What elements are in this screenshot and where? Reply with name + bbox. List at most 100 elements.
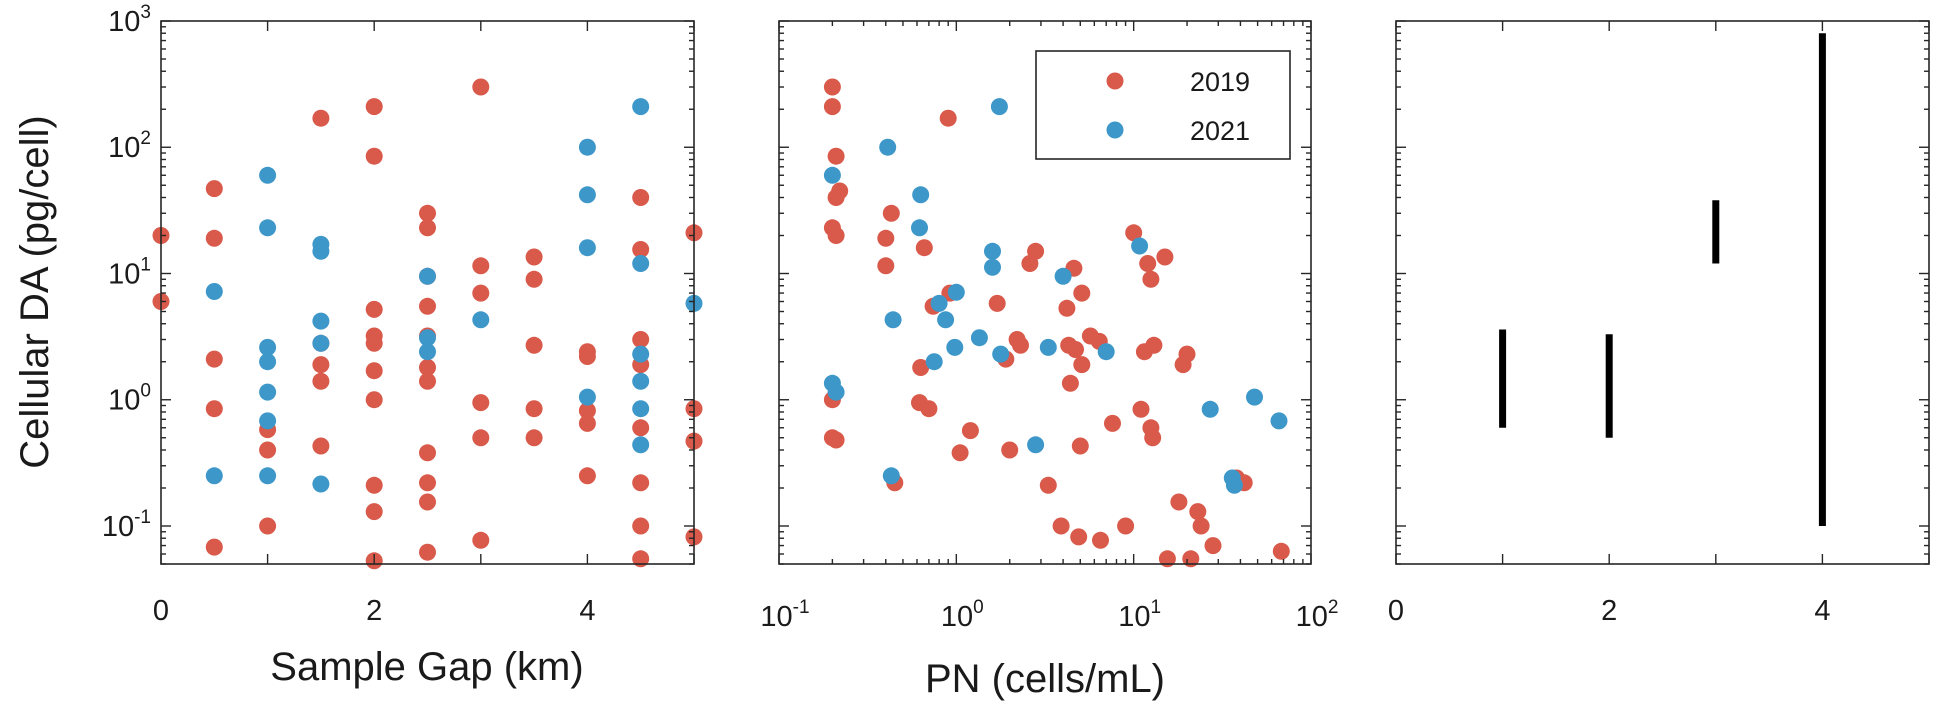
legend-label-2021: 2021: [1190, 116, 1250, 146]
point-2019: [419, 204, 436, 222]
point-2019: [205, 538, 223, 556]
x-tick-label: 2: [1601, 595, 1617, 627]
point-2019: [882, 204, 900, 222]
point-2019: [419, 493, 436, 511]
point-2019: [365, 362, 383, 380]
point-2019: [365, 391, 383, 409]
point-2019: [312, 356, 330, 374]
point-2021: [259, 412, 277, 430]
point-2021: [472, 311, 490, 329]
point-2019: [1192, 517, 1210, 535]
point-2019: [472, 284, 490, 302]
point-2019: [1272, 542, 1290, 560]
point-2021: [259, 338, 277, 356]
point-2019: [1027, 242, 1045, 260]
point-2021: [419, 329, 436, 347]
point-2021: [578, 388, 596, 406]
panel-range: 0 2 4: [1388, 20, 1930, 627]
x-tick-label: 2: [366, 595, 382, 627]
point-2019: [525, 336, 543, 354]
point-2019: [1139, 255, 1157, 272]
point-2019: [419, 297, 436, 315]
point-2021: [578, 186, 596, 204]
point-2019: [259, 517, 277, 535]
legend: 2019 2021: [1035, 50, 1291, 160]
point-2021: [312, 242, 330, 260]
x-tick-label: 102: [1296, 597, 1339, 633]
point-2019: [951, 444, 969, 462]
point-2021: [632, 372, 650, 390]
point-2019: [1189, 503, 1207, 521]
legend-marker-2019: [1106, 72, 1124, 90]
point-2021: [632, 436, 650, 454]
x-tick-label: 10-1: [760, 597, 809, 633]
point-2021: [632, 345, 650, 363]
point-2019: [915, 239, 933, 257]
point-2021: [419, 343, 436, 361]
point-2019: [632, 474, 650, 492]
point-2021: [1097, 343, 1115, 361]
point-2021: [578, 239, 596, 257]
point-2021: [1027, 436, 1045, 454]
point-2021: [970, 329, 988, 347]
x-axis-label: PN (cells/mL): [925, 657, 1165, 701]
y-axis-label: Cellular DA (pg/cell): [13, 115, 57, 468]
point-2021: [632, 255, 650, 272]
point-2021: [884, 311, 902, 329]
point-2019: [419, 219, 436, 237]
point-2019: [419, 444, 436, 462]
point-2019: [1067, 341, 1084, 358]
point-2019: [1204, 537, 1222, 555]
point-2019: [1073, 356, 1091, 374]
point-2019: [419, 543, 436, 561]
point-2021: [947, 283, 965, 301]
point-2021: [259, 219, 277, 237]
point-2021: [205, 283, 223, 300]
point-2019: [472, 257, 490, 275]
y-tick-label: 102: [108, 128, 151, 164]
point-2019: [578, 414, 596, 432]
point-2019: [1125, 224, 1143, 242]
point-2021: [419, 267, 436, 285]
point-2021: [990, 98, 1008, 116]
point-2019: [1117, 517, 1135, 535]
legend-marker-2021: [1106, 121, 1124, 139]
point-2021: [823, 166, 841, 184]
point-2021: [879, 138, 897, 156]
point-2019: [912, 359, 930, 376]
point-2019: [205, 180, 223, 198]
panel-pn: 10-1 100 101 102 PN (cells/mL) 2019 2021: [760, 20, 1339, 701]
point-2019: [472, 394, 490, 412]
point-2019: [827, 189, 845, 206]
y-tick-label: 10-1: [102, 507, 151, 543]
point-2019: [920, 400, 938, 418]
point-2019: [877, 229, 895, 247]
point-2019: [365, 147, 383, 165]
point-2019: [632, 189, 650, 206]
point-2019: [1070, 528, 1088, 546]
point-2019: [365, 503, 383, 521]
point-2019: [988, 294, 1006, 312]
point-2021: [925, 353, 943, 371]
point-2021: [312, 475, 330, 493]
point-2021: [984, 258, 1001, 276]
point-2019: [1104, 414, 1121, 432]
point-2019: [365, 300, 383, 318]
panel-frame: [1395, 20, 1930, 565]
x-tick-label: 101: [1118, 597, 1161, 633]
point-2019: [1012, 336, 1029, 354]
point-2019: [1178, 345, 1196, 363]
point-2021: [1270, 412, 1288, 430]
point-2021: [1039, 338, 1057, 356]
point-2019: [823, 98, 841, 116]
point-2019: [1061, 374, 1079, 392]
point-2021: [259, 353, 277, 371]
point-2019: [632, 419, 650, 437]
point-2019: [823, 78, 841, 96]
point-2019: [578, 348, 596, 365]
point-2019: [877, 257, 895, 275]
point-2019: [1142, 270, 1160, 288]
point-2019: [827, 147, 845, 165]
point-2021: [259, 166, 277, 184]
